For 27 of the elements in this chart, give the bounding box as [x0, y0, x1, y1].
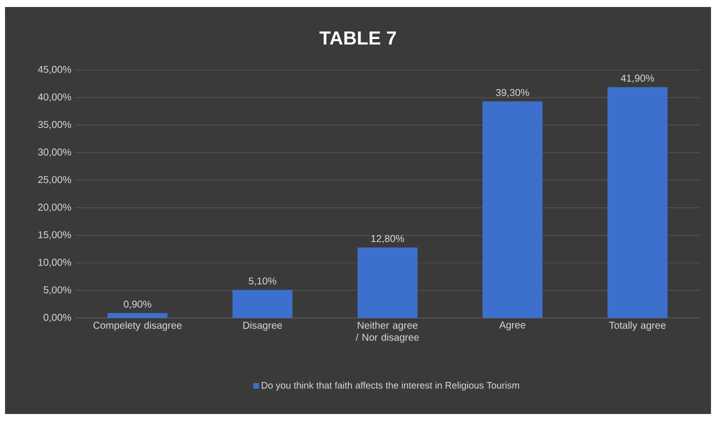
x-tick-label: Neither agree / Nor disagree	[356, 322, 419, 343]
y-tick-label: 45,00%	[38, 66, 72, 74]
bar	[358, 247, 418, 318]
y-tick-label: 35,00%	[38, 120, 72, 130]
bar	[232, 290, 293, 318]
x-tick-label: Compelety disagree	[93, 322, 182, 331]
y-tick-label: 40,00%	[38, 93, 72, 102]
x-tick-label: Agree	[499, 322, 526, 330]
bar	[108, 313, 168, 318]
legend-label: Do you think that faith affects the interest in Religious Tourism	[262, 382, 520, 391]
data-label: 12,80%	[371, 235, 404, 244]
bar	[608, 87, 668, 318]
y-tick-label: 10,00%	[38, 258, 72, 268]
x-tick-label: Disagree	[243, 322, 282, 331]
data-label: 5,10%	[248, 277, 276, 286]
y-tick-label: 20,00%	[38, 204, 72, 212]
data-label: 39,30%	[496, 89, 530, 98]
data-label: 41,90%	[620, 74, 654, 83]
x-tick-label: Totally agree	[609, 322, 666, 331]
y-tick-label: 0,00%	[44, 314, 72, 322]
data-label: 0,90%	[124, 300, 152, 309]
bar	[482, 101, 543, 318]
y-tick-label: 30,00%	[38, 148, 72, 157]
chart-title: TABLE 7	[319, 31, 396, 45]
y-tick-label: 5,00%	[44, 286, 72, 295]
y-tick-label: 15,00%	[38, 231, 72, 240]
y-tick-label: 25,00%	[38, 176, 72, 184]
